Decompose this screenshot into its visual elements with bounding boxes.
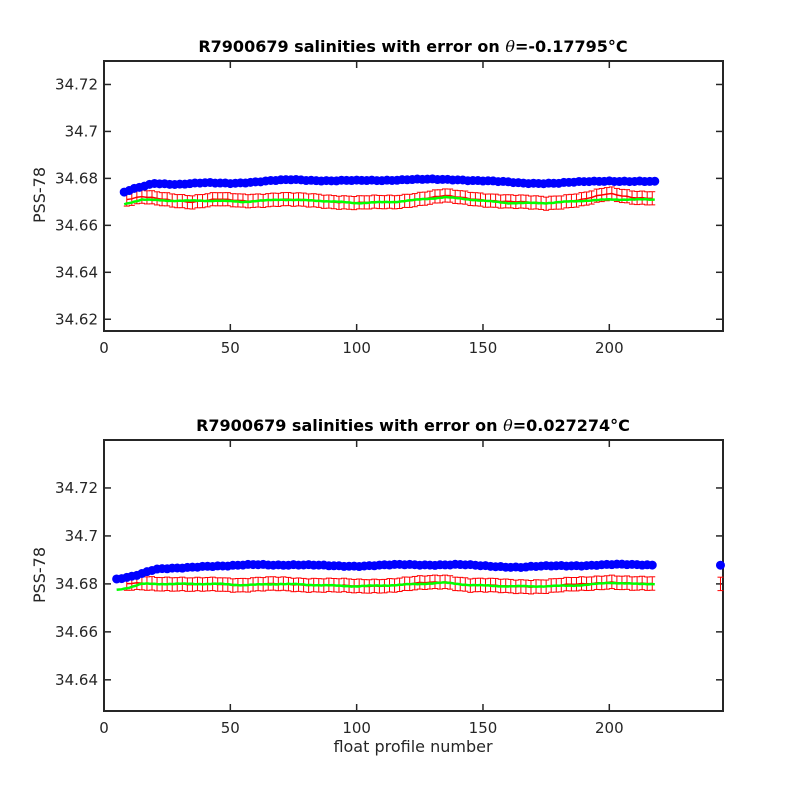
bottom-ytick-label: 34.66 bbox=[55, 623, 98, 641]
top-ytick-label: 34.7 bbox=[65, 122, 98, 140]
top-axes-box bbox=[103, 60, 724, 332]
top-ytick-label: 34.68 bbox=[55, 169, 98, 187]
bottom-ylabel: PSS-78 bbox=[30, 547, 49, 603]
bottom-panel: R7900679 salinities with error on θ=0.02… bbox=[30, 416, 725, 737]
bottom-ytick-label: 34.72 bbox=[55, 479, 98, 497]
bottom-axes-box bbox=[103, 439, 724, 712]
x-axis-label: float profile number bbox=[333, 737, 493, 756]
top-ylabel: PSS-78 bbox=[30, 167, 49, 223]
bottom-xtick-label: 200 bbox=[595, 719, 624, 737]
top-chart-title: R7900679 salinities with error on θ=-0.1… bbox=[198, 37, 627, 56]
top-title-theta: θ bbox=[505, 37, 515, 56]
top-ytick-label: 34.72 bbox=[55, 75, 98, 93]
top-panel: R7900679 salinities with error on θ=-0.1… bbox=[30, 37, 724, 357]
top-title-prefix: R7900679 salinities with error on bbox=[198, 37, 505, 56]
top-xtick-label: 150 bbox=[469, 339, 498, 357]
top-plot-area: 0 50 100 150 200 34.62 34.64 34.66 34.68 34.7 34.7… bbox=[55, 60, 724, 357]
bottom-blue-point-extra bbox=[715, 560, 725, 570]
bottom-chart-title: R7900679 salinities with error on θ=0.02… bbox=[196, 416, 630, 435]
top-xtick-label: 0 bbox=[99, 339, 109, 357]
top-xtick-label: 100 bbox=[342, 339, 371, 357]
bottom-title-value: =0.027274 bbox=[513, 416, 610, 435]
bottom-title-prefix: R7900679 salinities with error on bbox=[196, 416, 503, 435]
bottom-title-theta: θ bbox=[503, 416, 513, 435]
bottom-ytick-label: 34.68 bbox=[55, 575, 98, 593]
bottom-xtick-label: 50 bbox=[221, 719, 240, 737]
bottom-xtick-label: 100 bbox=[342, 719, 371, 737]
bottom-xtick-label: 150 bbox=[469, 719, 498, 737]
bottom-title-unit: °C bbox=[610, 416, 630, 435]
top-xtick-label: 50 bbox=[221, 339, 240, 357]
bottom-plot-area: 0 50 100 150 200 34.64 34.66 34.68 34.7 34.72 bbox=[55, 439, 725, 737]
top-xtick-label: 200 bbox=[595, 339, 624, 357]
top-title-unit: °C bbox=[608, 37, 628, 56]
bottom-ytick-label: 34.7 bbox=[65, 527, 98, 545]
bottom-blue-line bbox=[116, 563, 653, 580]
top-ytick-label: 34.62 bbox=[55, 310, 98, 328]
bottom-ytick-label: 34.64 bbox=[55, 671, 98, 689]
top-title-value: =-0.17795 bbox=[515, 37, 608, 56]
top-ytick-label: 34.66 bbox=[55, 216, 98, 234]
top-ytick-label: 34.64 bbox=[55, 263, 98, 281]
top-green-line bbox=[123, 195, 655, 206]
bottom-xtick-label: 0 bbox=[99, 719, 109, 737]
top-blue-line bbox=[123, 178, 655, 193]
bottom-green-line bbox=[116, 581, 655, 591]
